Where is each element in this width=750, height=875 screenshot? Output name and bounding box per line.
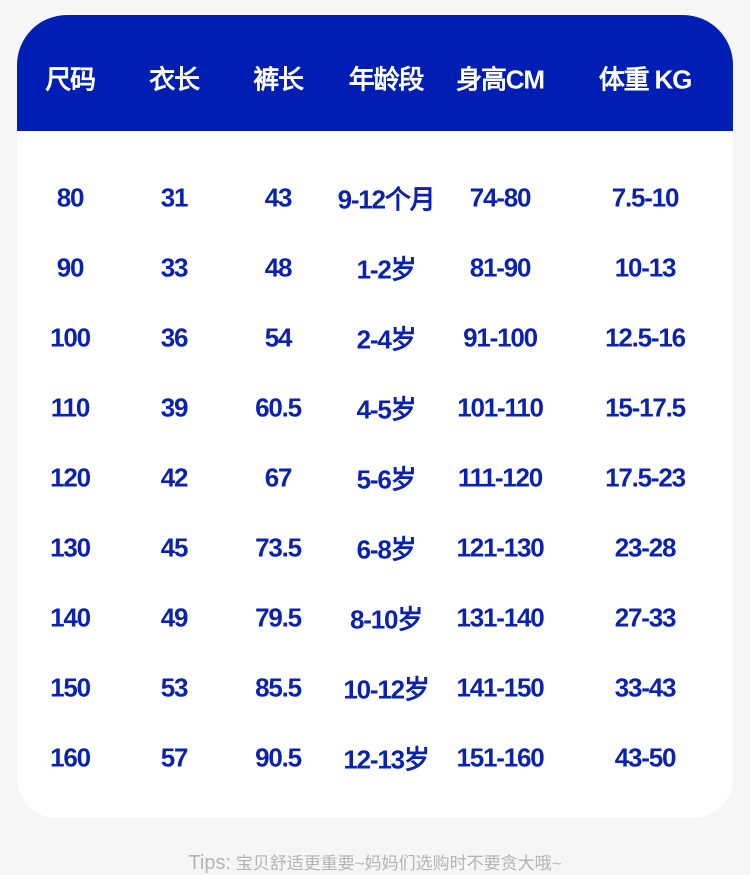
header-pants-length: 裤长 bbox=[253, 64, 304, 95]
cell-pants-length: 90.5 bbox=[255, 742, 302, 773]
cell-size: 150 bbox=[50, 672, 91, 703]
tips-text: Tips: 宝贝舒适更重要~妈妈们选购时不要贪大哦~ bbox=[0, 849, 750, 875]
cell-age: 8-10岁 bbox=[349, 604, 423, 635]
cell-top-length: 53 bbox=[160, 672, 189, 703]
cell-height: 81-90 bbox=[469, 252, 532, 283]
cell-top-length: 36 bbox=[160, 322, 189, 353]
cell-size: 100 bbox=[50, 322, 91, 353]
cell-top-length: 49 bbox=[160, 602, 189, 633]
cell-age: 6-8岁 bbox=[356, 534, 417, 565]
cell-pants-length: 67 bbox=[264, 462, 293, 493]
cell-weight: 23-28 bbox=[614, 532, 677, 563]
tips-message: 宝贝舒适更重要~妈妈们选购时不要贪大哦~ bbox=[231, 854, 562, 873]
cell-weight: 7.5-10 bbox=[611, 182, 680, 213]
cell-size: 130 bbox=[50, 532, 91, 563]
cell-pants-length: 54 bbox=[264, 322, 293, 353]
cell-weight: 10-13 bbox=[614, 252, 677, 283]
cell-top-length: 45 bbox=[160, 532, 189, 563]
table-header bbox=[17, 15, 733, 131]
cell-height: 101-110 bbox=[457, 392, 544, 423]
cell-pants-length: 48 bbox=[264, 252, 293, 283]
cell-height: 91-100 bbox=[463, 322, 538, 353]
cell-weight: 17.5-23 bbox=[605, 462, 686, 493]
cell-size: 90 bbox=[56, 252, 85, 283]
cell-age: 5-6岁 bbox=[356, 464, 417, 495]
cell-height: 151-160 bbox=[456, 742, 544, 773]
cell-weight: 15-17.5 bbox=[605, 392, 686, 423]
cell-age: 9-12个月 bbox=[337, 184, 436, 215]
cell-pants-length: 60.5 bbox=[255, 392, 302, 423]
cell-weight: 33-43 bbox=[614, 672, 677, 703]
cell-height: 74-80 bbox=[469, 182, 532, 213]
cell-age: 10-12岁 bbox=[343, 674, 430, 705]
cell-weight: 27-33 bbox=[614, 602, 677, 633]
cell-top-length: 57 bbox=[160, 742, 189, 773]
header-top-length: 衣长 bbox=[149, 64, 200, 95]
cell-weight: 43-50 bbox=[614, 742, 677, 773]
cell-top-length: 42 bbox=[160, 462, 189, 493]
header-height: 身高CM bbox=[456, 64, 545, 95]
cell-height: 141-150 bbox=[456, 672, 544, 703]
tips-label: Tips: bbox=[188, 852, 232, 874]
cell-top-length: 33 bbox=[160, 252, 189, 283]
cell-pants-length: 85.5 bbox=[255, 672, 302, 703]
cell-pants-length: 43 bbox=[264, 182, 293, 213]
size-chart-card: 尺码 衣长 裤长 年龄段 身高CM 体重 KG 80 31 43 9-12个月 74-80 7.5-1… bbox=[17, 15, 733, 818]
cell-age: 1-2岁 bbox=[356, 254, 417, 285]
cell-pants-length: 79.5 bbox=[255, 602, 302, 633]
cell-height: 111-120 bbox=[457, 462, 543, 493]
cell-age: 4-5岁 bbox=[356, 394, 417, 425]
cell-height: 131-140 bbox=[456, 602, 544, 633]
cell-age: 12-13岁 bbox=[343, 744, 430, 775]
cell-size: 160 bbox=[50, 742, 91, 773]
cell-size: 110 bbox=[50, 392, 91, 423]
cell-size: 80 bbox=[56, 182, 85, 213]
cell-top-length: 31 bbox=[160, 182, 189, 213]
cell-size: 120 bbox=[50, 462, 91, 493]
cell-height: 121-130 bbox=[456, 532, 544, 563]
header-size: 尺码 bbox=[45, 64, 96, 95]
header-weight: 体重 KG bbox=[598, 64, 692, 95]
cell-age: 2-4岁 bbox=[356, 324, 417, 355]
cell-weight: 12.5-16 bbox=[605, 322, 686, 353]
cell-size: 140 bbox=[50, 602, 91, 633]
cell-top-length: 39 bbox=[160, 392, 189, 423]
cell-pants-length: 73.5 bbox=[255, 532, 302, 563]
header-age: 年龄段 bbox=[348, 64, 425, 95]
